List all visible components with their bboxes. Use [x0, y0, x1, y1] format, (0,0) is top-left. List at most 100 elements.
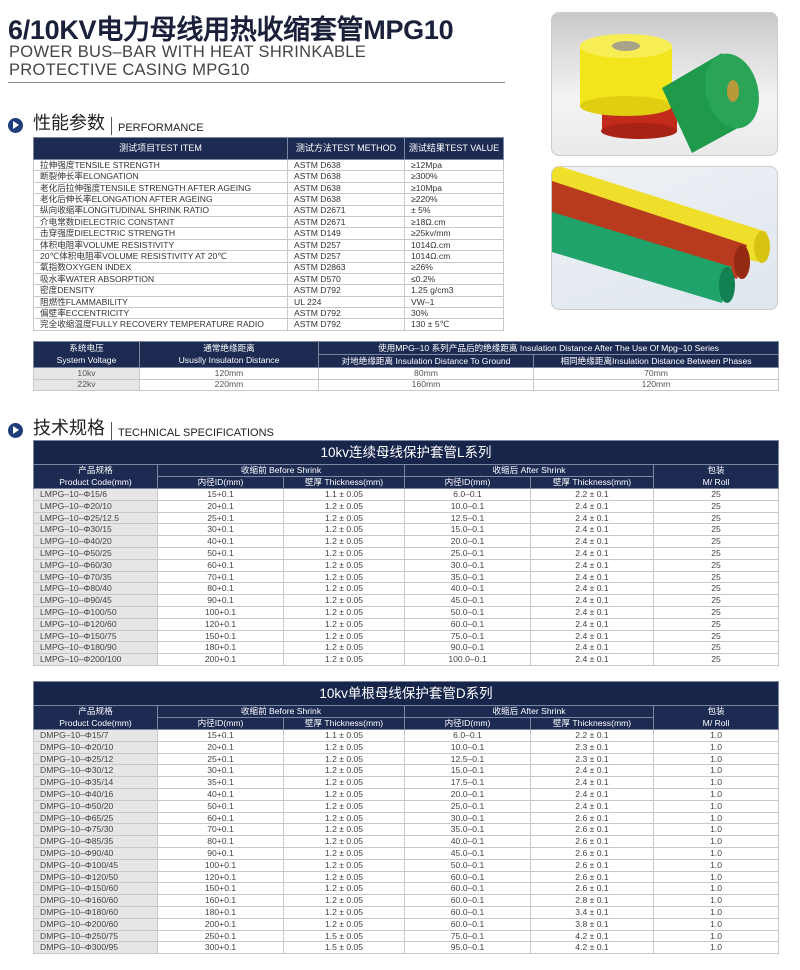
test-value: ≤0.2%	[404, 272, 504, 286]
test-value: ≥220%	[404, 193, 504, 206]
before-id: 150+0.1	[157, 882, 284, 896]
product-code: DMPG–10–Φ120/50	[33, 870, 158, 884]
subtitle-line-2: PROTECTIVE CASING MPG10	[9, 61, 250, 79]
after-id: 75.0–0.1	[404, 629, 531, 643]
table-row: LMPG–10–Φ60/30 60+0.1 1.2 ± 0.05 30.0–0.1 2.…	[33, 558, 779, 572]
table-row: DMPG–10–Φ150/60 150+0.1 1.2 ± 0.05 60.0–0.1…	[33, 882, 780, 896]
header-before-id: 内径ID(mm)	[157, 717, 284, 730]
performance-table: 测试项目TEST ITEM 测试方法TEST METHOD 测试结果TEST V…	[33, 137, 504, 331]
before-id: 40+0.1	[157, 535, 284, 548]
distance-between-phases: 120mm	[532, 378, 780, 391]
table-row: DMPG–10–Φ40/16 40+0.1 1.2 ± 0.05 20.0–0.1 2.…	[33, 787, 780, 801]
test-value: ≥25kv/mm	[404, 227, 504, 240]
after-id: 60.0–0.1	[404, 894, 531, 907]
before-thickness: 1.2 ± 0.05	[283, 776, 405, 789]
header-after-id: 内径ID(mm)	[404, 717, 531, 730]
after-id: 25.0–0.1	[404, 546, 531, 560]
product-photo-rolls	[551, 12, 778, 156]
meters-per-roll: 1.0	[652, 764, 780, 778]
after-thickness: 2.4 ± 0.1	[530, 605, 654, 619]
before-id: 90+0.1	[157, 594, 284, 607]
header-to-ground: 对地绝缘距离 Insulation Distance To Ground	[318, 354, 534, 368]
before-thickness: 1.5 ± 0.05	[283, 929, 405, 943]
meters-per-roll: 25	[653, 653, 779, 666]
before-thickness: 1.2 ± 0.05	[283, 764, 405, 778]
table-row: LMPG–10–Φ40/20 40+0.1 1.2 ± 0.05 20.0–0.1 2.…	[33, 535, 779, 548]
table-row: DMPG–10–Φ30/12 30+0.1 1.2 ± 0.05 15.0–0.1 2.…	[33, 764, 780, 778]
test-method: ASTM D638	[287, 170, 405, 183]
table-row: LMPG–10–Φ180/90 180+0.1 1.2 ± 0.05 90.0–0.1…	[33, 641, 779, 655]
after-thickness: 2.3 ± 0.1	[530, 752, 654, 766]
l-series-table: 10kv连续母线保护套管L系列 产品规格 Product Code(mm) 收缩前 B…	[33, 440, 779, 666]
system-voltage: 22kv	[33, 378, 140, 391]
divider	[8, 82, 505, 83]
usual-distance: 220mm	[139, 378, 319, 391]
test-item: 断裂伸长率ELONGATION	[33, 170, 288, 183]
after-id: 20.0–0.1	[404, 787, 531, 801]
section-title-en: TECHNICAL SPECIFICATIONS	[118, 427, 274, 439]
table-row: DMPG–10–Φ20/10 20+0.1 1.2 ± 0.05 10.0–0.1 2.…	[33, 740, 780, 754]
table-row: DMPG–10–Φ160/60 160+0.1 1.2 ± 0.05 60.0–0.1…	[33, 894, 780, 907]
after-thickness: 2.4 ± 0.1	[530, 653, 654, 666]
table-row: DMPG–10–Φ15/7 15+0.1 1.1 ± 0.05 6.0–0.1 2.2 …	[33, 729, 780, 742]
header-after-shrink: 收缩后 After Shrink	[404, 464, 654, 477]
before-thickness: 1.2 ± 0.05	[283, 811, 405, 825]
before-id: 40+0.1	[157, 787, 284, 801]
before-thickness: 1.2 ± 0.05	[283, 582, 405, 596]
after-thickness: 2.4 ± 0.1	[530, 582, 654, 596]
test-method: ASTM D638	[287, 193, 405, 206]
table-row: DMPG–10–Φ300/95 300+0.1 1.5 ± 0.05 95.0–0.1…	[33, 941, 780, 955]
after-thickness: 3.4 ± 0.1	[530, 905, 654, 919]
header-before-id: 内径ID(mm)	[157, 476, 284, 489]
test-value: ≥18Ω.cm	[404, 215, 504, 229]
header-between-phases: 相同绝缘距离Insulation Distance Between Phases	[532, 354, 780, 368]
table-row: LMPG–10–Φ150/75 150+0.1 1.2 ± 0.05 75.0–0.1…	[33, 629, 779, 643]
table-row: DMPG–10–Φ180/60 180+0.1 1.2 ± 0.05 60.0–0.1…	[33, 905, 780, 919]
table-row: LMPG–10–Φ25/12.5 25+0.1 1.2 ± 0.05 12.5–0.1…	[33, 511, 779, 525]
test-value: 1014Ω.cm	[404, 250, 504, 263]
before-id: 60+0.1	[157, 558, 284, 572]
heat-shrink-rolls-image	[580, 34, 759, 153]
section-header-technical: 技术规格 TECHNICAL SPECIFICATIONS	[8, 414, 274, 440]
meters-per-roll: 25	[653, 558, 779, 572]
before-id: 80+0.1	[157, 582, 284, 596]
test-item: 介电常数DIELECTRIC CONSTANT	[33, 215, 288, 229]
heat-shrink-tubes-image	[552, 167, 770, 303]
after-id: 75.0–0.1	[404, 929, 531, 943]
usual-distance: 120mm	[139, 367, 319, 380]
before-thickness: 1.2 ± 0.05	[283, 846, 405, 860]
after-thickness: 2.4 ± 0.1	[530, 629, 654, 643]
table-row: LMPG–10–Φ20/10 20+0.1 1.2 ± 0.05 10.0–0.1 2.…	[33, 499, 779, 513]
meters-per-roll: 1.0	[652, 905, 780, 919]
after-thickness: 4.2 ± 0.1	[530, 941, 654, 955]
after-thickness: 2.4 ± 0.1	[530, 641, 654, 655]
after-thickness: 2.6 ± 0.1	[530, 811, 654, 825]
product-code: LMPG–10–Φ15/6	[33, 488, 158, 501]
product-code: DMPG–10–Φ200/60	[33, 917, 158, 931]
header-packing-cn: 包装	[707, 706, 725, 717]
page-title: 6/10KV电力母线用热收缩套管MPG10	[8, 15, 454, 45]
table-row: DMPG–10–Φ90/40 90+0.1 1.2 ± 0.05 45.0–0.1 2.…	[33, 846, 780, 860]
product-code: DMPG–10–Φ180/60	[33, 905, 158, 919]
distance-to-ground: 160mm	[318, 378, 534, 391]
before-id: 250+0.1	[157, 929, 284, 943]
after-thickness: 2.4 ± 0.1	[530, 535, 654, 548]
after-thickness: 4.2 ± 0.1	[530, 929, 654, 943]
table-row: 氧指数OXYGEN INDEX ASTM D2863 ≥26%	[33, 261, 504, 274]
before-id: 100+0.1	[157, 605, 284, 619]
header-after-use: 使用MPG–10 系列产品后的绝缘距离 Insulation Distance …	[317, 341, 780, 355]
test-method: ASTM D638	[287, 158, 405, 172]
before-thickness: 1.2 ± 0.05	[283, 799, 405, 813]
table-row: DMPG–10–Φ200/60 200+0.1 1.2 ± 0.05 60.0–0.1…	[33, 917, 780, 931]
test-method: UL 224	[287, 295, 405, 309]
after-id: 60.0–0.1	[404, 870, 531, 884]
after-thickness: 2.2 ± 0.1	[530, 488, 654, 501]
before-id: 60+0.1	[157, 811, 284, 825]
test-method: ASTM D792	[287, 307, 405, 320]
table-row: 阻燃性FLAMMABILITY UL 224 VW–1	[33, 295, 504, 309]
test-item: 击穿强度DIELECTRIC STRENGTH	[33, 227, 288, 240]
header-product-code-cn: 产品规格	[78, 706, 113, 717]
before-id: 25+0.1	[157, 511, 284, 525]
before-thickness: 1.2 ± 0.05	[283, 511, 405, 525]
after-thickness: 2.2 ± 0.1	[530, 729, 654, 742]
